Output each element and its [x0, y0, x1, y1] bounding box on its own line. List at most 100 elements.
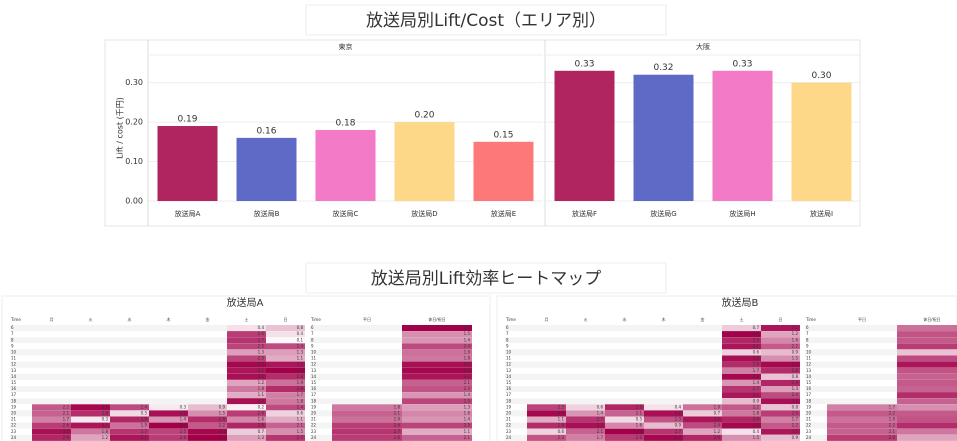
column-header: 日	[779, 317, 783, 322]
cell-value: 2.3	[464, 386, 471, 391]
row-time: 11	[311, 356, 317, 361]
heat-cell	[722, 386, 761, 393]
row-time: 13	[506, 368, 512, 373]
heat-cell	[266, 355, 305, 362]
cell-value: 1.2	[792, 331, 799, 336]
row-time: 12	[806, 362, 812, 367]
column-header: 金	[206, 316, 210, 322]
heat-cell	[402, 373, 472, 380]
y-axis-label: Lift / cost (千円)	[115, 97, 125, 159]
cell-value: 0.9	[675, 423, 682, 428]
heatmap-title: 放送局別Lift効率ヒートマップ	[371, 269, 602, 289]
cell-value: 0.7	[714, 410, 721, 415]
heat-cell	[605, 410, 644, 417]
y-tick-label: 0.30	[125, 78, 143, 87]
cell-value: 2.4	[792, 392, 799, 397]
heat-cell	[266, 325, 305, 332]
row-bg	[310, 349, 472, 356]
heat-cell	[227, 386, 266, 393]
cell-value: 3.2	[258, 398, 265, 403]
heat-cell	[227, 337, 266, 344]
heatmap-panel	[1, 295, 491, 441]
panel-title: 放送局A	[227, 296, 264, 309]
heat-cell	[897, 331, 957, 338]
row-time: 24	[506, 435, 512, 440]
row-time: 22	[311, 423, 317, 428]
heat-cell	[761, 398, 800, 405]
cell-value: 0.1	[297, 337, 304, 342]
heat-cell	[110, 422, 149, 429]
panel-title: 放送局B	[722, 296, 759, 309]
cell-value: 2.6	[889, 435, 896, 440]
heat-cell	[266, 428, 305, 435]
heat-cell	[227, 379, 266, 386]
row-bg	[805, 398, 957, 405]
row-time: 17	[806, 392, 812, 397]
heat-cell	[722, 337, 761, 344]
cell-value: 0.8	[297, 325, 304, 330]
cell-value: 2.2	[889, 410, 896, 415]
heat-cell	[644, 434, 683, 441]
column-header: 月	[545, 317, 549, 322]
cell-value: 1.7	[792, 417, 799, 422]
row-time: 6	[311, 325, 314, 330]
heat-cell	[402, 434, 472, 441]
heat-cell	[722, 428, 761, 435]
x-tick-label: 放送局H	[729, 209, 755, 218]
cell-value: 1.3	[297, 349, 304, 354]
heat-cell	[266, 410, 305, 417]
heat-cell	[761, 343, 800, 350]
row-time: 9	[506, 343, 509, 348]
row-time: 16	[11, 386, 17, 391]
cell-value: 0.4	[675, 404, 682, 409]
heat-cell	[761, 349, 800, 356]
cell-value: 3.3	[102, 404, 109, 409]
heat-cell	[683, 428, 722, 435]
heat-cell	[897, 410, 957, 417]
row-time: 23	[11, 429, 17, 434]
cell-value: 2.5	[258, 356, 265, 361]
cell-value: 1.2	[714, 429, 721, 434]
row-time: 13	[806, 368, 812, 373]
cell-value: 1.4	[753, 380, 760, 385]
cell-value: 3.2	[597, 423, 604, 428]
row-bg	[10, 343, 305, 350]
heat-cell	[227, 361, 266, 368]
row-bg	[805, 355, 957, 362]
heat-cell	[266, 349, 305, 356]
row-time: 8	[11, 337, 14, 342]
cell-value: 1.1	[297, 417, 304, 422]
row-time: 21	[806, 417, 812, 422]
row-bg	[505, 373, 800, 380]
heat-cell	[761, 434, 800, 441]
heat-cell	[644, 428, 683, 435]
heat-cell	[761, 367, 800, 374]
heat-cell	[722, 404, 761, 411]
cell-value: 1.8	[753, 410, 760, 415]
heat-cell	[266, 422, 305, 429]
row-bg	[310, 386, 472, 393]
cell-value: 1.3	[792, 386, 799, 391]
heat-cell	[227, 416, 266, 423]
row-bg	[505, 386, 800, 393]
heat-cell	[722, 355, 761, 362]
heat-cell	[827, 428, 897, 435]
cell-value: 3.3	[792, 362, 799, 367]
cell-value: 0.9	[219, 404, 226, 409]
column-header: Time	[505, 317, 516, 322]
cell-value: 1.9	[889, 417, 896, 422]
row-time: 9	[806, 343, 809, 348]
heat-cell	[266, 331, 305, 338]
row-time: 19	[11, 404, 17, 409]
row-bg	[310, 337, 472, 344]
x-tick-label: 放送局B	[254, 209, 280, 218]
heat-cell	[402, 355, 472, 362]
cell-value: 2.8	[753, 362, 760, 367]
row-bg	[505, 379, 800, 386]
row-bg	[310, 367, 472, 374]
cell-value: 1.3	[258, 435, 265, 440]
cell-value: 2.4	[464, 343, 471, 348]
row-time: 6	[11, 325, 14, 330]
heat-cell	[266, 337, 305, 344]
heat-cell	[402, 386, 472, 393]
